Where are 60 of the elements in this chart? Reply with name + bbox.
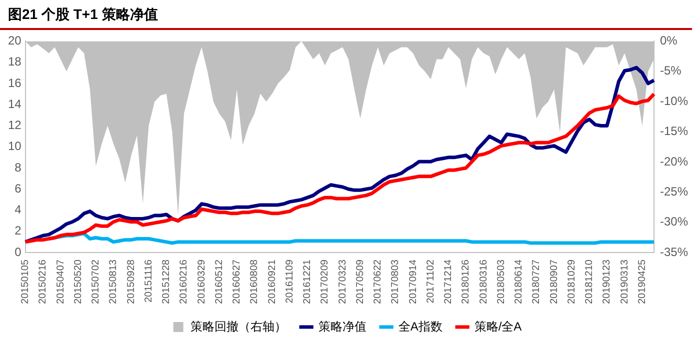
legend-label: 策略净值	[318, 319, 366, 334]
x-tick-label: 20180907	[548, 259, 560, 304]
x-tick-label: 20160627	[232, 259, 243, 304]
x-tick-label: 20170323	[337, 259, 348, 304]
x-tick-label: 20161109	[284, 259, 296, 304]
y-tick-label: 2	[14, 224, 22, 238]
y-tick-label: 18	[8, 54, 22, 69]
x-tick-label: 20190123	[602, 259, 613, 304]
x-tick-label: 20181029	[566, 259, 578, 304]
y-tick-label: 6	[14, 181, 22, 196]
x-tick-label: 20170509	[354, 259, 366, 304]
y-tick-label: 8	[14, 160, 22, 174]
y-tick-label: 4	[14, 202, 22, 217]
x-tick-label: 20190425	[636, 259, 648, 304]
y-tick-label: 10	[8, 139, 22, 154]
x-tick-label: 20160329	[196, 259, 208, 304]
x-tick-label: 20150928	[126, 259, 137, 304]
x-tick-label: 20150105	[20, 259, 32, 304]
y2-tick-label: -5%	[660, 64, 682, 78]
y-tick-label: 16	[8, 76, 22, 90]
y2-tick-label: -15%	[660, 124, 688, 138]
legend-label: 全A指数	[398, 319, 442, 334]
y2-tick-label: -30%	[660, 214, 688, 229]
x-tick-label: 20161221	[302, 259, 314, 304]
x-tick-label: 20171102	[425, 259, 436, 304]
y-tick-label: 20	[8, 34, 22, 48]
y2-tick-label: -25%	[660, 184, 688, 198]
y2-tick-label: -35%	[660, 244, 688, 259]
legend-label: 策略/全A	[474, 319, 522, 334]
x-tick-label: 20150407	[55, 259, 66, 304]
x-tick-label: 20170914	[408, 259, 419, 304]
x-tick-label: 20160512	[214, 259, 225, 304]
x-tick-label: 20171214	[443, 259, 454, 304]
y-tick-label: 0	[14, 244, 22, 259]
x-tick-label: 20180727	[531, 259, 542, 304]
x-tick-label: 20151228	[161, 259, 172, 304]
y2-tick-label: -10%	[660, 94, 688, 108]
x-tick-label: 20181210	[584, 259, 596, 304]
x-tick-label: 20160216	[178, 259, 190, 304]
x-tick-label: 20150702	[90, 259, 102, 304]
x-tick-label: 20170803	[390, 259, 402, 304]
x-tick-label: 20150520	[72, 259, 84, 304]
y2-tick-label: -20%	[660, 154, 688, 168]
y-tick-label: 14	[8, 96, 22, 111]
x-tick-label: 20170622	[372, 259, 384, 304]
chart-title: 图21 个股 T+1 策略净值	[0, 0, 692, 30]
legend-label: 策略回撤（右轴）	[190, 319, 286, 334]
x-tick-label: 20180614	[514, 259, 525, 304]
x-tick-label: 20180503	[496, 259, 507, 304]
x-tick-label: 20151116	[143, 259, 154, 303]
x-tick-label: 20190313	[619, 259, 630, 304]
x-tick-label: 20180316	[478, 259, 490, 304]
x-tick-label: 20150813	[108, 259, 120, 304]
x-tick-label: 20160808	[249, 259, 260, 304]
y-tick-label: 12	[8, 118, 22, 132]
x-tick-label: 20180126	[460, 259, 472, 304]
x-tick-label: 20150216	[38, 259, 49, 304]
x-tick-label: 20170209	[320, 259, 331, 304]
y2-tick-label: 0%	[660, 34, 678, 48]
x-tick-label: 20160921	[266, 259, 278, 304]
